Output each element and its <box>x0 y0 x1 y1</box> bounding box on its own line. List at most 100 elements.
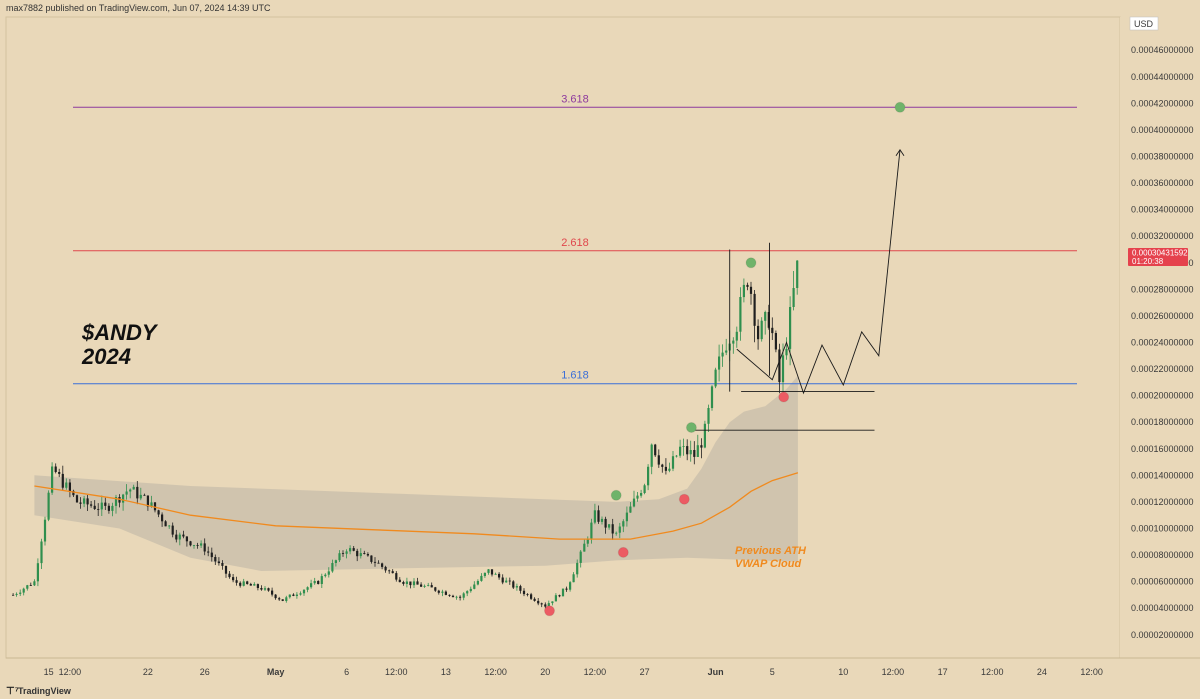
candle-body-166 <box>600 518 604 522</box>
candle-body-40 <box>153 502 157 511</box>
price-tick-4: 0.00038000000 <box>1131 152 1194 162</box>
candle-body-12 <box>54 466 57 472</box>
candle-body-217 <box>781 355 785 383</box>
candle-body-212 <box>764 312 767 321</box>
currency-box[interactable] <box>1129 16 1159 31</box>
candle-body-149 <box>540 603 543 605</box>
candle-body-201 <box>725 350 728 353</box>
candle-body-25 <box>100 502 103 510</box>
candle-body-86 <box>317 581 320 584</box>
price-tick-12: 0.00022000000 <box>1131 364 1194 374</box>
candle-body-114 <box>416 581 419 585</box>
candle-body-94 <box>345 551 348 554</box>
time-tick-7: 13 <box>441 667 451 677</box>
swing-marker-target-7 <box>894 101 906 113</box>
candle-body-36 <box>139 494 142 499</box>
candle-body-74 <box>274 594 277 599</box>
candle-body-169 <box>611 524 614 534</box>
candle-body-14 <box>61 473 64 488</box>
candle-body-155 <box>561 588 565 597</box>
candle-body-96 <box>352 548 355 551</box>
candle-body-13 <box>58 472 61 474</box>
candle-body-22 <box>90 504 93 506</box>
candle-body-179 <box>647 466 650 486</box>
candle-body-19 <box>79 502 82 504</box>
price-axis-background <box>1120 17 1200 658</box>
time-tick-18: 24 <box>1037 667 1047 677</box>
candle-body-38 <box>146 495 149 507</box>
candle-body-91 <box>334 560 337 563</box>
swing-marker-low-6 <box>778 391 790 403</box>
candle-body-76 <box>281 599 284 601</box>
price-tick-19: 0.00008000000 <box>1131 550 1194 560</box>
candle-body-95 <box>349 548 352 552</box>
candle-body-54 <box>203 543 206 552</box>
swing-marker-low-3 <box>678 493 690 505</box>
candle-body-185 <box>668 468 671 471</box>
candle-body-196 <box>707 408 710 424</box>
candle-body-73 <box>271 590 274 595</box>
candle-body-109 <box>398 579 401 583</box>
time-axis[interactable]: 15 12:00 22 26 May 6 12:00 13 12:00 20 12:00 27 Jun 5… <box>6 657 1200 677</box>
time-tick-10: 12:00 <box>584 667 607 677</box>
swing-marker-high-4 <box>685 422 697 433</box>
candle-body-27 <box>107 505 110 511</box>
candle-body-69 <box>256 584 259 588</box>
candle-body-3 <box>22 588 25 593</box>
candle-body-210 <box>757 325 760 340</box>
candle-body-171 <box>618 526 621 533</box>
candle-body-151 <box>547 603 550 607</box>
time-tick-8: 12:00 <box>484 667 507 677</box>
candle-body-111 <box>405 581 408 584</box>
candle-body-24 <box>97 509 100 510</box>
candle-body-99 <box>363 553 366 554</box>
candle-body-81 <box>299 593 302 595</box>
candle-body-141 <box>512 581 515 588</box>
candle-body-59 <box>221 563 224 566</box>
candle-body-2 <box>19 592 22 594</box>
drawings <box>690 148 905 431</box>
candle-body-82 <box>302 589 306 594</box>
candle-body-181 <box>654 444 657 456</box>
candle-body-8 <box>40 541 43 564</box>
candle-body-148 <box>537 600 540 604</box>
candle-body-51 <box>192 545 196 546</box>
time-tick-1: 12:00 <box>59 667 82 677</box>
time-tick-labels: 15 12:00 22 26 May 6 12:00 13 12:00 20 12:00 27 Jun 5… <box>44 667 1103 677</box>
candle-body-115 <box>420 584 423 587</box>
price-tick-9: 0.00028000000 <box>1131 284 1194 294</box>
candle-body-178 <box>643 485 646 493</box>
candle-body-61 <box>228 573 231 578</box>
price-axis[interactable]: USD 0.00046000000 0.00044000000 0.00042000… <box>1120 16 1200 658</box>
candle-countdown: 01:20:38 <box>1132 257 1164 266</box>
vwap-cloud <box>34 375 798 571</box>
candle-body-206 <box>742 284 745 298</box>
price-tick-15: 0.00016000000 <box>1131 444 1194 454</box>
candle-body-184 <box>664 466 667 471</box>
candle-body-177 <box>640 493 643 496</box>
candle-body-37 <box>143 494 146 496</box>
candle-body-118 <box>430 585 433 588</box>
projection-arrowhead-icon <box>895 148 905 157</box>
candle-body-84 <box>310 583 313 588</box>
candle-body-188 <box>679 446 682 456</box>
candle-body-192 <box>693 450 696 457</box>
candle-body-48 <box>182 534 185 537</box>
candle-body-138 <box>501 577 504 583</box>
candle-body-49 <box>185 536 188 542</box>
candle-body-35 <box>136 486 139 499</box>
price-tick-22: 0.00002000000 <box>1131 630 1194 640</box>
candle-body-219 <box>789 307 792 349</box>
candle-body-120 <box>437 590 440 593</box>
candle-body-183 <box>661 464 664 467</box>
candle-body-105 <box>384 566 387 571</box>
time-tick-4: May <box>267 667 285 677</box>
candle-body-131 <box>476 581 479 585</box>
candle-body-119 <box>434 587 437 591</box>
current-price-tag: 0.00030431592 01:20:38 <box>1128 248 1188 266</box>
candle-body-58 <box>217 561 220 564</box>
candle-body-55 <box>207 551 210 553</box>
candle-body-124 <box>451 595 455 598</box>
